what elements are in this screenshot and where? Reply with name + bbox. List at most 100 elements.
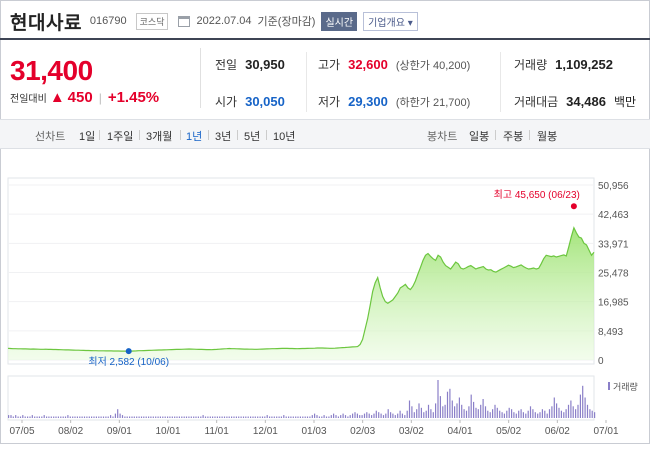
volume-bar (390, 412, 392, 418)
stock-code: 016790 (89, 15, 127, 27)
lower-limit: (하한가 21,700) (396, 94, 470, 110)
high-marker[interactable] (570, 203, 577, 210)
period-3y[interactable]: 3년 (215, 131, 232, 143)
volume-bar (373, 413, 375, 418)
realtime-button[interactable]: 실시간 (321, 11, 358, 31)
volume-bar (98, 416, 100, 418)
trade-value-label: 거래대금 (514, 95, 559, 109)
price-area (8, 227, 594, 360)
volume-bar (589, 409, 591, 418)
volume-bar (114, 413, 116, 418)
volume-bar (155, 416, 157, 418)
volume-bar (544, 410, 546, 418)
volume-bar (496, 407, 498, 418)
volume-bar (437, 380, 439, 418)
volume-bar (283, 415, 285, 418)
volume-bar (83, 416, 86, 418)
volume-bar (556, 403, 558, 418)
volume-bar (221, 416, 223, 418)
volume-bar (193, 416, 195, 418)
y-tick-label: 0 (598, 356, 604, 367)
line-chart-label: 선차트 (35, 131, 66, 143)
candle-weekly[interactable]: 주봉 (503, 131, 524, 143)
volume-bar (560, 410, 562, 418)
volume-bar (107, 416, 109, 418)
volume-bar (342, 413, 344, 418)
volume-bar (404, 415, 406, 418)
volume-bar (309, 416, 311, 418)
period-3m[interactable]: 3개월 (146, 131, 173, 143)
volume-bar (167, 416, 169, 418)
price-change: 전일대비 ▲ 450 | +1.45% (10, 89, 159, 106)
volume-bar (79, 416, 81, 418)
volume-bar (492, 409, 494, 418)
volume-bar (43, 415, 45, 418)
volume-bar (470, 394, 472, 418)
volume-bar (321, 416, 323, 418)
period-10y[interactable]: 10년 (273, 131, 296, 143)
volume-bar (41, 416, 43, 418)
open-label: 시가 (215, 95, 238, 109)
volume-bar (72, 416, 74, 418)
volume-bar (197, 416, 199, 418)
trade-value-unit: 백만 (613, 95, 637, 109)
upper-limit-label: (상한가 (395, 60, 430, 72)
x-tick-label: 07/05 (9, 426, 34, 437)
volume-bar (223, 416, 226, 418)
x-tick-label: 12/01 (253, 426, 278, 437)
low-marker[interactable] (125, 348, 132, 355)
volume-bar (174, 416, 176, 418)
company-info-button[interactable]: 기업개요 ▾ (363, 11, 418, 31)
volume-bar (328, 416, 330, 418)
candle-monthly[interactable]: 월봉 (537, 131, 558, 143)
volume-bar (522, 412, 524, 418)
volume-bar (295, 416, 297, 418)
volume-bar (67, 415, 69, 418)
low-label: 저가 (318, 95, 341, 109)
period-1w[interactable]: 1주일 (107, 131, 134, 143)
volume-bar (416, 409, 418, 418)
volume-bar (176, 416, 178, 418)
volume-bar (10, 415, 12, 418)
volume-bar (451, 400, 453, 418)
y-tick-label: 25,478 (598, 269, 629, 280)
volume-bar (19, 416, 22, 418)
volume-bar (8, 415, 10, 418)
period-1d[interactable]: 1일 (79, 131, 96, 143)
volume-bar (344, 415, 347, 418)
volume-bar (12, 416, 14, 418)
quote-date-note: 기준(장마감) (257, 16, 316, 28)
volume-bar (411, 406, 413, 418)
volume-bar (285, 416, 287, 418)
volume-bar (527, 410, 529, 418)
change-value: 450 (67, 89, 93, 106)
volume-bar (356, 413, 358, 418)
volume-bar (102, 416, 105, 418)
volume-bar (572, 406, 574, 418)
volume-bar (105, 416, 107, 418)
volume-bar (271, 416, 273, 418)
volume-bar (209, 416, 211, 418)
volume-bar (558, 407, 560, 418)
company-name[interactable]: 현대사료 (10, 12, 82, 34)
volume-bar (359, 415, 361, 418)
candle-daily[interactable]: 일봉 (469, 131, 490, 143)
volume-bar (46, 416, 48, 418)
volume-bar (503, 413, 505, 418)
volume-bar (22, 415, 24, 418)
volume-bar (306, 416, 309, 418)
volume-bar (449, 388, 451, 418)
period-5y[interactable]: 5년 (244, 131, 261, 143)
stat-volume: 거래량 1,109,252 (514, 56, 613, 73)
volume-bar (228, 416, 230, 418)
volume-bar (323, 415, 325, 418)
high-value: 32,600 (348, 57, 388, 72)
volume-bar (238, 416, 240, 418)
volume-bar (418, 403, 420, 418)
volume-bar (31, 415, 33, 418)
volume-bar (546, 413, 548, 418)
low-annotation: 최저 2,582 (10/06) (88, 356, 169, 368)
volume-bar (375, 410, 377, 418)
volume-bar (48, 416, 50, 418)
period-1y[interactable]: 1년 (186, 131, 203, 143)
